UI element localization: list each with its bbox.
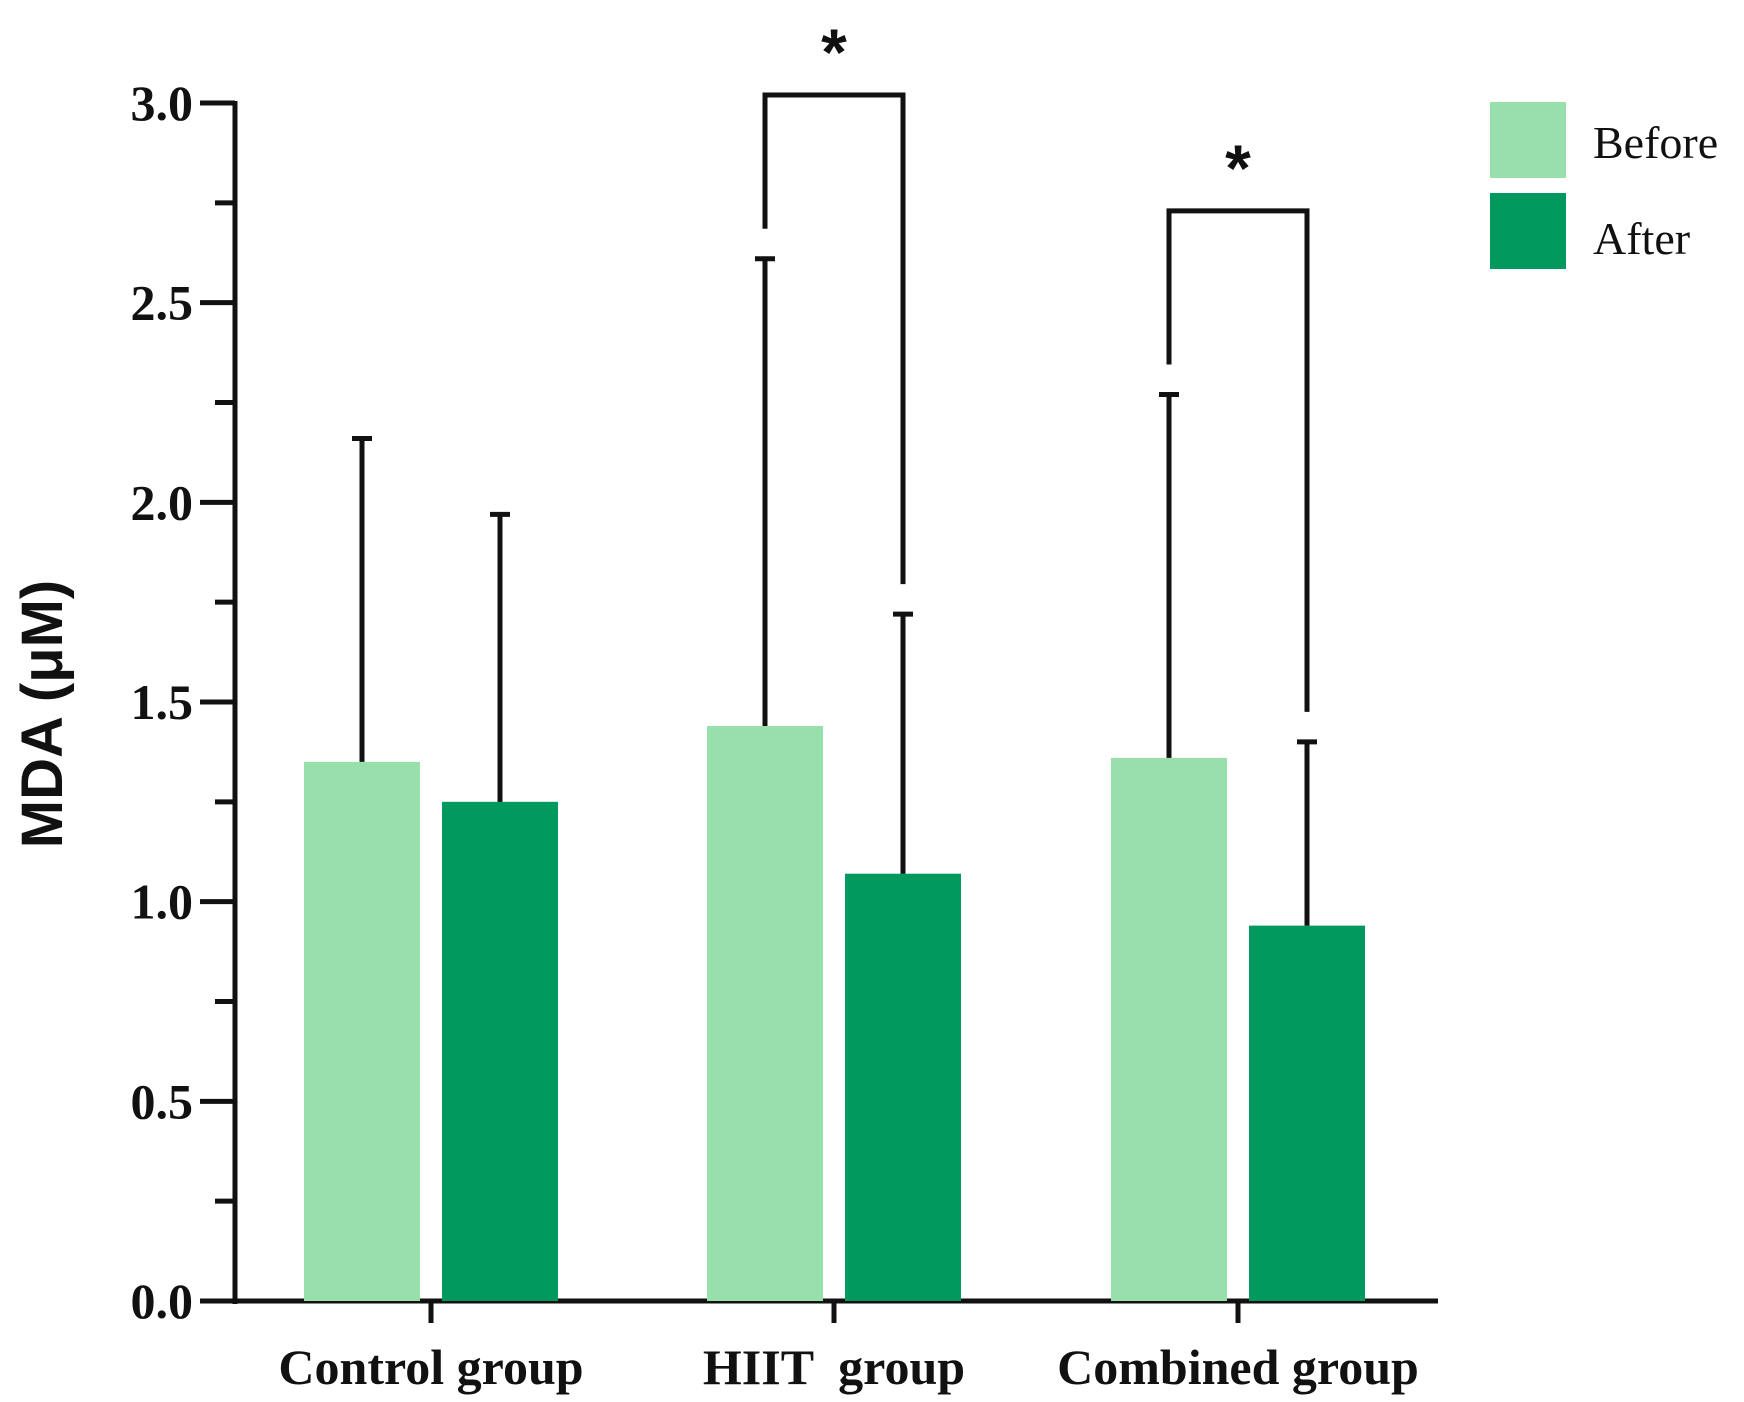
- legend-label-before: Before: [1593, 117, 1718, 168]
- legend: Before After: [1490, 102, 1718, 269]
- y-axis: 0.0 0.5 1.0 1.5 2.0 2.5 3.0: [131, 75, 238, 1329]
- y-tick-label: 1.0: [131, 874, 194, 930]
- error-bars: [352, 256, 1317, 926]
- significance-star: *: [1225, 131, 1251, 205]
- legend-swatch-before: [1490, 102, 1566, 178]
- bar-after: [1249, 925, 1365, 1301]
- y-tick-label: 0.5: [131, 1073, 194, 1129]
- y-tick-label: 3.0: [131, 75, 194, 131]
- bar-before: [304, 761, 420, 1301]
- bar-after: [442, 801, 558, 1301]
- x-category-label: Combined group: [1057, 1339, 1419, 1395]
- y-tick-label: 1.5: [131, 674, 194, 730]
- bar-before: [1111, 757, 1227, 1301]
- significance-bracket: [1166, 208, 1310, 712]
- legend-swatch-after: [1490, 193, 1566, 269]
- significance-bracket: [762, 92, 906, 585]
- x-category-label: HIIT group: [703, 1339, 965, 1395]
- legend-label-after: After: [1593, 213, 1690, 264]
- y-tick-label: 2.0: [131, 474, 194, 530]
- bars: [304, 725, 1365, 1301]
- x-category-label: Control group: [278, 1339, 583, 1395]
- significance-star: *: [821, 15, 847, 89]
- y-tick-label: 0.0: [131, 1273, 194, 1329]
- y-tick-label: 2.5: [131, 275, 194, 331]
- x-axis: Control group HIIT group Combined group: [233, 1298, 1438, 1395]
- bar-after: [845, 873, 961, 1301]
- significance-markers: **: [762, 15, 1310, 712]
- bar-before: [707, 725, 823, 1301]
- y-axis-title: MDA (μM): [10, 580, 75, 848]
